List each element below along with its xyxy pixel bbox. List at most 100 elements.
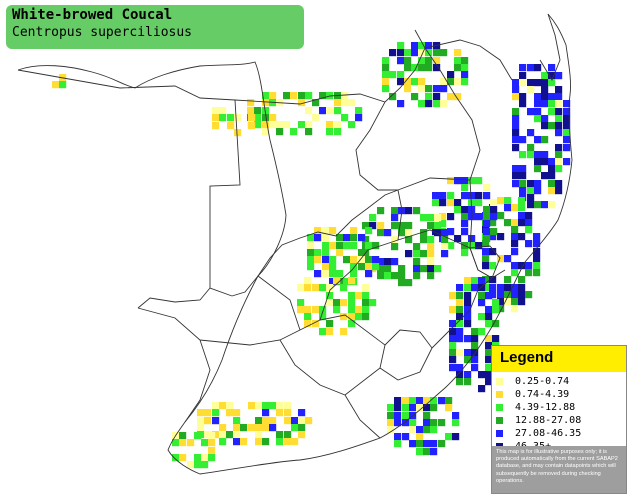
occurrence-cell (433, 85, 441, 93)
occurrence-cell (518, 298, 526, 306)
occurrence-cell (461, 64, 469, 72)
occurrence-cell (490, 213, 498, 221)
occurrence-cell (276, 431, 284, 439)
occurrence-cell (534, 64, 542, 72)
occurrence-cell (365, 256, 373, 264)
occurrence-cell (212, 107, 220, 115)
occurrence-cell (358, 263, 366, 271)
occurrence-cell (541, 86, 549, 94)
occurrence-cell (194, 461, 202, 469)
occurrence-cell (247, 99, 255, 107)
occurrence-cell (525, 269, 533, 277)
occurrence-cell (504, 276, 512, 284)
occurrence-cell (478, 328, 486, 336)
occurrence-cell (468, 242, 476, 250)
occurrence-cell (489, 276, 497, 284)
occurrence-cell (341, 114, 349, 122)
occurrence-cell (326, 328, 334, 336)
occurrence-cell (326, 299, 334, 307)
occurrence-cell (387, 404, 395, 412)
occurrence-cell (475, 199, 483, 207)
occurrence-cell (227, 122, 235, 130)
occurrence-cell (219, 402, 227, 410)
occurrence-cell (534, 201, 542, 209)
occurrence-cell (482, 255, 490, 263)
occurrence-cell (504, 204, 512, 212)
occurrence-cell (416, 426, 424, 434)
occurrence-cell (512, 115, 520, 123)
occurrence-cell (398, 265, 406, 273)
occurrence-cell (420, 250, 428, 258)
occurrence-cell (478, 284, 486, 292)
occurrence-cell (430, 440, 438, 448)
occurrence-cell (397, 57, 405, 65)
occurrence-cell (262, 92, 270, 100)
occurrence-cell (497, 305, 505, 313)
legend-swatch (496, 391, 503, 398)
occurrence-cell (464, 335, 472, 343)
occurrence-cell (449, 356, 457, 364)
occurrence-cell (411, 42, 419, 50)
occurrence-cell (454, 206, 462, 214)
occurrence-cell (548, 108, 556, 116)
occurrence-cell (492, 320, 500, 328)
occurrence-cell (418, 64, 426, 72)
occurrence-cell (525, 240, 533, 248)
occurrence-cell (248, 122, 256, 130)
occurrence-cell (382, 85, 390, 93)
occurrence-cell (512, 108, 520, 116)
occurrence-cell (348, 306, 356, 314)
occurrence-cell (348, 292, 356, 300)
occurrence-cells (52, 42, 571, 469)
occurrence-cell (534, 158, 542, 166)
occurrence-cell (533, 248, 541, 256)
occurrence-cell (485, 356, 493, 364)
legend-swatch (496, 430, 503, 437)
occurrence-cell (340, 313, 348, 321)
occurrence-cell (179, 439, 187, 447)
occurrence-cell (519, 64, 527, 72)
occurrence-cell (468, 192, 476, 200)
occurrence-cell (314, 227, 322, 235)
occurrence-cell (329, 242, 337, 250)
occurrence-cell (52, 81, 60, 89)
occurrence-cell (497, 298, 505, 306)
occurrence-cell (475, 192, 483, 200)
occurrence-cell (464, 306, 472, 314)
occurrence-cell (461, 71, 469, 79)
occurrence-cell (365, 263, 373, 271)
occurrence-cell (312, 284, 320, 292)
occurrence-cell (433, 100, 441, 108)
occurrence-cell (430, 426, 438, 434)
occurrence-cell (497, 255, 505, 263)
occurrence-cell (433, 64, 441, 72)
occurrence-cell (197, 417, 205, 425)
occurrence-cell (541, 136, 549, 144)
occurrence-cell (179, 454, 187, 462)
occurrence-cell (541, 115, 549, 123)
occurrence-cell (343, 242, 351, 250)
occurrence-cell (391, 258, 399, 266)
occurrence-cell (427, 265, 435, 273)
occurrence-cell (276, 438, 284, 446)
border-zambia (384, 39, 513, 103)
occurrence-cell (398, 272, 406, 280)
occurrence-cell (326, 284, 334, 292)
occurrence-cell (276, 121, 284, 129)
occurrence-cell (394, 440, 402, 448)
occurrence-cell (362, 222, 370, 230)
occurrence-cell (233, 431, 241, 439)
occurrence-cell (525, 212, 533, 220)
occurrence-cell (291, 424, 299, 432)
occurrence-cell (461, 220, 469, 228)
occurrence-cell (204, 409, 212, 417)
occurrence-cell (291, 438, 299, 446)
occurrence-cell (350, 234, 358, 242)
occurrence-cell (454, 64, 462, 72)
occurrence-cell (298, 121, 306, 129)
border-namibia-southafrica (137, 287, 211, 309)
occurrence-cell (423, 419, 431, 427)
occurrence-cell (489, 284, 497, 292)
occurrence-cell (541, 158, 549, 166)
